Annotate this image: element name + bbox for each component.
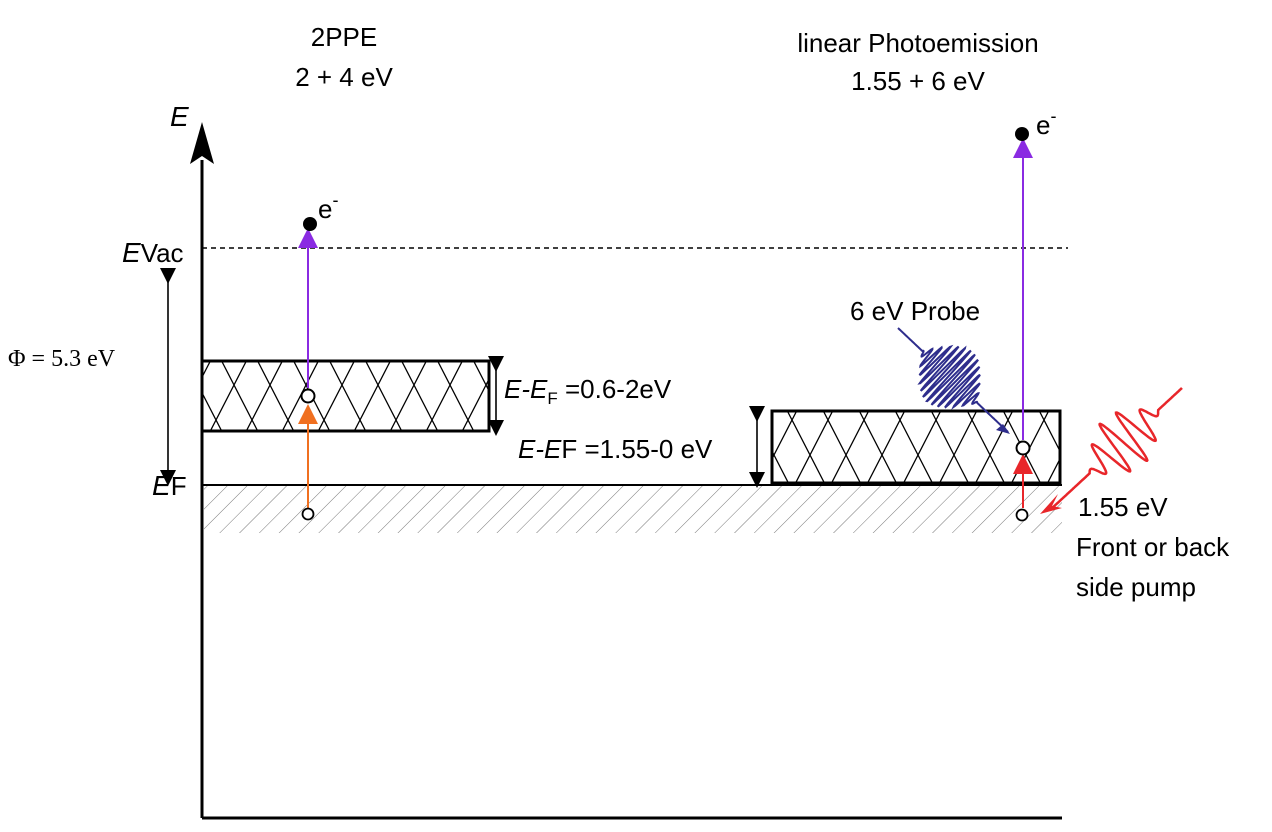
- left-band: [200, 359, 491, 433]
- pump-energy-label: 1.55 eV: [1078, 492, 1168, 522]
- left-panel-title: 2PPE: [311, 22, 378, 52]
- initial-state-hole-left: [301, 507, 315, 521]
- intermediate-state-right: [1015, 440, 1031, 456]
- probe-arrowhead-icon: [996, 424, 1010, 434]
- emitted-electron-left: [303, 217, 317, 231]
- work-function-label: Φ = 5.3 eV: [8, 346, 116, 372]
- electron-label-right: e-: [1036, 106, 1056, 140]
- energy-axis: [190, 122, 1062, 820]
- axis-arrowhead-icon: [190, 122, 214, 164]
- left-band-label: E-EF =0.6-2eV: [504, 374, 672, 408]
- electron-label-left: e-: [318, 190, 338, 224]
- left-panel-photon-energies: 2 + 4 eV: [295, 62, 393, 92]
- pump-description-line1: Front or back: [1076, 532, 1230, 562]
- emitted-electron-right: [1015, 127, 1029, 141]
- fermi-level-label: EF: [152, 470, 187, 501]
- pump-description-line2: side pump: [1076, 572, 1196, 602]
- right-panel-photon-energies: 1.55 + 6 eV: [851, 66, 985, 96]
- pump-arrowhead-icon: [1040, 494, 1062, 514]
- probe-label: 6 eV Probe: [850, 296, 980, 326]
- substrate-hatch: [204, 485, 1062, 533]
- right-band: [770, 409, 1062, 485]
- vacuum-level-label: EVac: [122, 237, 184, 268]
- pump-pulse-icon: [1049, 387, 1183, 511]
- right-panel-title: linear Photoemission: [797, 28, 1038, 58]
- probe-pulse-icon: [897, 327, 1009, 433]
- right-band-label: E-EF =1.55-0 eV: [518, 434, 713, 464]
- initial-state-hole-right: [1015, 508, 1029, 522]
- intermediate-state-left: [300, 388, 316, 404]
- energy-axis-label: E: [170, 101, 189, 132]
